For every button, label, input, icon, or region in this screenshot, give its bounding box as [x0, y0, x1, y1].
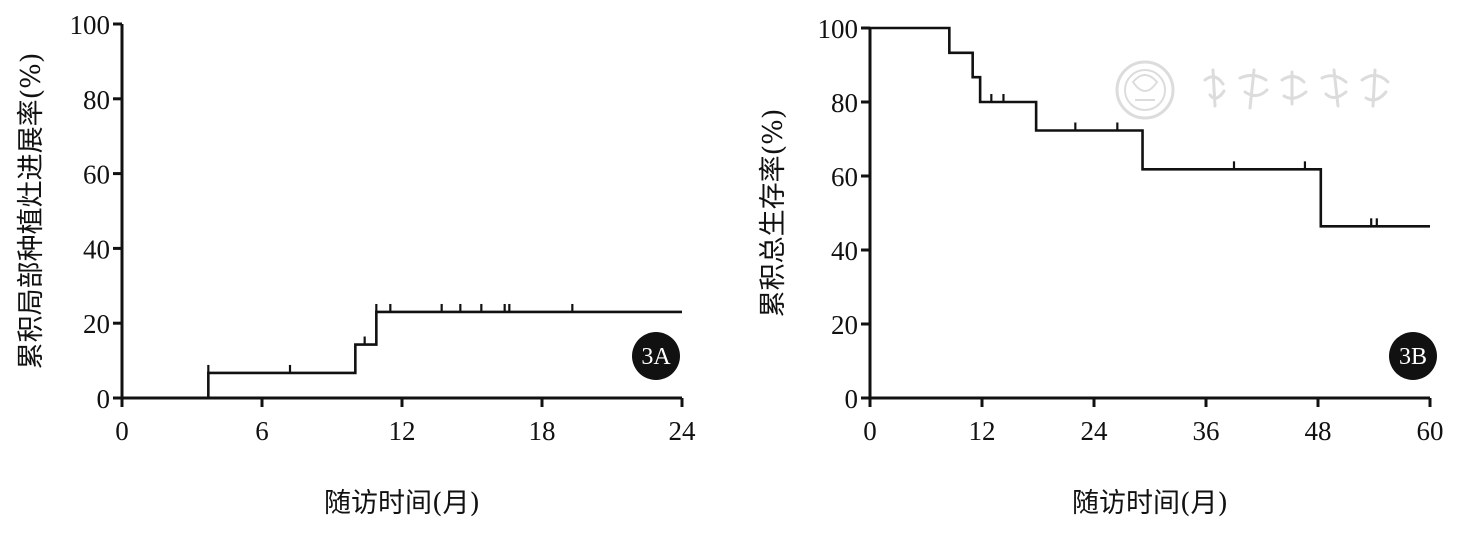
chart-a-x-tick-label: 0 [115, 416, 129, 446]
chart-a-y-tick-label: 40 [83, 234, 110, 264]
chart-a-x-tick-label: 18 [529, 416, 556, 446]
chart-b-x-tick-label: 12 [969, 416, 996, 446]
chart-b-x-axis-title: 随访时间(月) [1072, 488, 1228, 519]
chart-b-y-tick-label: 0 [845, 384, 859, 414]
chart-a-y-tick-label: 80 [83, 85, 110, 115]
chart-a-y-tick-label: 60 [83, 160, 110, 190]
chart-b-x-tick-label: 0 [863, 416, 877, 446]
watermark-calligraphy [1203, 68, 1390, 110]
chart-b-y-tick-label: 60 [831, 162, 858, 192]
chart-b-y-tick-label: 80 [831, 88, 858, 118]
watermark-seal-icon [1115, 60, 1175, 120]
chart-b-x-tick-label: 48 [1305, 416, 1332, 446]
chart-a-x-tick-label: 24 [669, 416, 697, 446]
chart-a-y-axis-title: 累积局部种植灶进展率(%) [16, 53, 47, 370]
chart-a-x-tick-label: 6 [255, 416, 269, 446]
chart-b-step-line [870, 26, 1430, 228]
chart-b-y-tick-label: 100 [818, 14, 859, 44]
chart-a-y-tick-label: 0 [97, 384, 111, 414]
chart-b-x-tick-label: 36 [1193, 416, 1220, 446]
chart-b-x-tick-label: 60 [1417, 416, 1444, 446]
chart-a-x-tick-label: 12 [389, 416, 416, 446]
chart-panel-a: 0 6 12 18 24 0 20 40 60 80 100 累积局部种植灶进展率(%) 随访时间(月)… [16, 10, 696, 519]
chart-b-badge-circle [1389, 332, 1437, 380]
chart-b-badge-label: 3B [1399, 344, 1427, 370]
chart-b-y-axis-title: 累积总生存率(%) [758, 109, 789, 318]
chart-a-badge-label: 3A [641, 344, 671, 370]
chart-b-y-tick-label: 20 [831, 310, 858, 340]
chart-panel-b: 0 12 24 36 48 60 0 20 40 60 80 100 累积总生存率(%) 随访时间(月) 3… [758, 14, 1444, 519]
chart-a-y-tick-label: 100 [70, 10, 111, 40]
chart-a-badge-circle [632, 332, 680, 380]
chart-a-x-axis-title: 随访时间(月) [324, 488, 480, 519]
chart-a-step-line [122, 310, 682, 400]
chart-a-y-tick-label: 20 [83, 309, 110, 339]
chart-b-x-tick-label: 24 [1081, 416, 1109, 446]
chart-b-y-tick-label: 40 [831, 236, 858, 266]
